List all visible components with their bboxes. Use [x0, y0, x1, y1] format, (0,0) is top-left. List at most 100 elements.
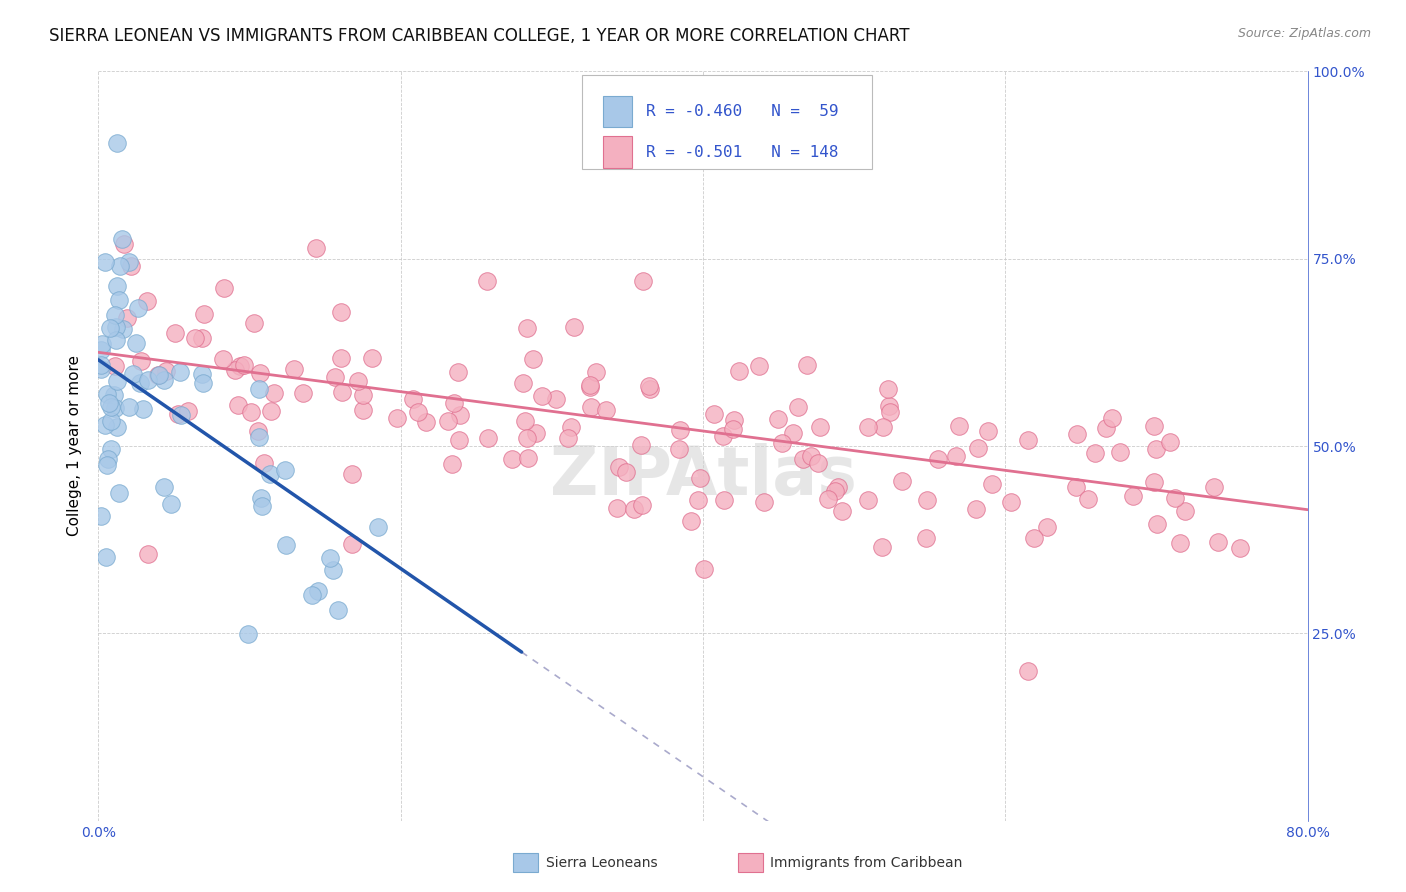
- Point: [120, 260, 142, 274]
- Point: [927, 451, 949, 466]
- Point: [515, 321, 537, 335]
- Point: [546, 392, 568, 406]
- Point: [713, 492, 735, 507]
- Point: [103, 388, 125, 402]
- Point: [152, 373, 174, 387]
- Point: [96, 458, 118, 472]
- Point: [385, 410, 408, 425]
- Point: [274, 538, 297, 552]
- Point: [115, 310, 138, 325]
- Point: [238, 627, 260, 641]
- Point: [104, 308, 127, 322]
- Point: [117, 401, 139, 415]
- Point: [630, 438, 652, 452]
- Point: [876, 383, 898, 397]
- Point: [128, 376, 150, 391]
- Point: [322, 563, 344, 577]
- Point: [90, 362, 112, 376]
- Point: [100, 401, 122, 415]
- Text: ZIPAtlas: ZIPAtlas: [550, 443, 856, 509]
- Point: [329, 305, 352, 319]
- Point: [342, 537, 364, 551]
- Point: [524, 425, 547, 440]
- Point: [614, 465, 637, 479]
- Point: [945, 449, 967, 463]
- Point: [1143, 475, 1166, 489]
- Point: [796, 358, 818, 372]
- Point: [1077, 491, 1099, 506]
- Point: [579, 400, 602, 414]
- Point: [858, 420, 880, 434]
- Point: [530, 389, 553, 403]
- Point: [437, 414, 460, 428]
- Text: SIERRA LEONEAN VS IMMIGRANTS FROM CARIBBEAN COLLEGE, 1 YEAR OR MORE CORRELATION : SIERRA LEONEAN VS IMMIGRANTS FROM CARIBB…: [49, 27, 910, 45]
- Point: [105, 333, 128, 347]
- Point: [752, 495, 775, 509]
- Point: [283, 361, 305, 376]
- Point: [723, 413, 745, 427]
- Point: [782, 425, 804, 440]
- Point: [1122, 489, 1144, 503]
- Point: [97, 396, 120, 410]
- Point: [274, 463, 297, 477]
- Point: [112, 322, 135, 336]
- Point: [522, 352, 544, 367]
- Point: [727, 364, 749, 378]
- Point: [326, 603, 349, 617]
- Point: [127, 301, 149, 316]
- Point: [193, 307, 215, 321]
- Point: [233, 359, 256, 373]
- Point: [132, 401, 155, 416]
- Point: [214, 281, 236, 295]
- Point: [1164, 491, 1187, 506]
- Point: [104, 319, 127, 334]
- Point: [224, 363, 246, 377]
- Point: [1000, 495, 1022, 509]
- Point: [97, 451, 120, 466]
- Point: [90, 509, 112, 524]
- Point: [831, 504, 853, 518]
- Point: [512, 376, 534, 390]
- Point: [148, 368, 170, 382]
- Point: [330, 384, 353, 399]
- Point: [1064, 480, 1087, 494]
- Point: [1109, 445, 1132, 459]
- Point: [169, 365, 191, 379]
- Point: [976, 424, 998, 438]
- Point: [352, 402, 374, 417]
- Point: [630, 498, 652, 512]
- Point: [668, 423, 690, 437]
- Point: [259, 467, 281, 482]
- Point: [165, 326, 187, 341]
- Point: [340, 467, 363, 481]
- Point: [247, 425, 270, 439]
- Point: [107, 293, 129, 307]
- Point: [250, 491, 273, 505]
- Point: [91, 337, 114, 351]
- Point: [226, 398, 249, 412]
- Point: [877, 399, 900, 413]
- Point: [105, 374, 128, 388]
- Point: [191, 330, 214, 344]
- Point: [170, 408, 193, 422]
- Point: [856, 492, 879, 507]
- Bar: [603, 95, 631, 128]
- Point: [692, 562, 714, 576]
- Point: [361, 351, 384, 366]
- Point: [105, 136, 128, 150]
- Text: R = -0.460   N =  59: R = -0.460 N = 59: [647, 104, 838, 120]
- Point: [136, 373, 159, 387]
- Point: [301, 588, 323, 602]
- Point: [501, 452, 523, 467]
- Point: [323, 369, 346, 384]
- Point: [870, 540, 893, 554]
- Point: [1146, 516, 1168, 531]
- Point: [441, 457, 464, 471]
- Point: [1017, 664, 1039, 678]
- Point: [112, 237, 135, 252]
- Point: [786, 401, 808, 415]
- Point: [211, 351, 233, 366]
- Y-axis label: College, 1 year or more: College, 1 year or more: [67, 356, 83, 536]
- Point: [447, 433, 470, 447]
- Point: [965, 502, 987, 516]
